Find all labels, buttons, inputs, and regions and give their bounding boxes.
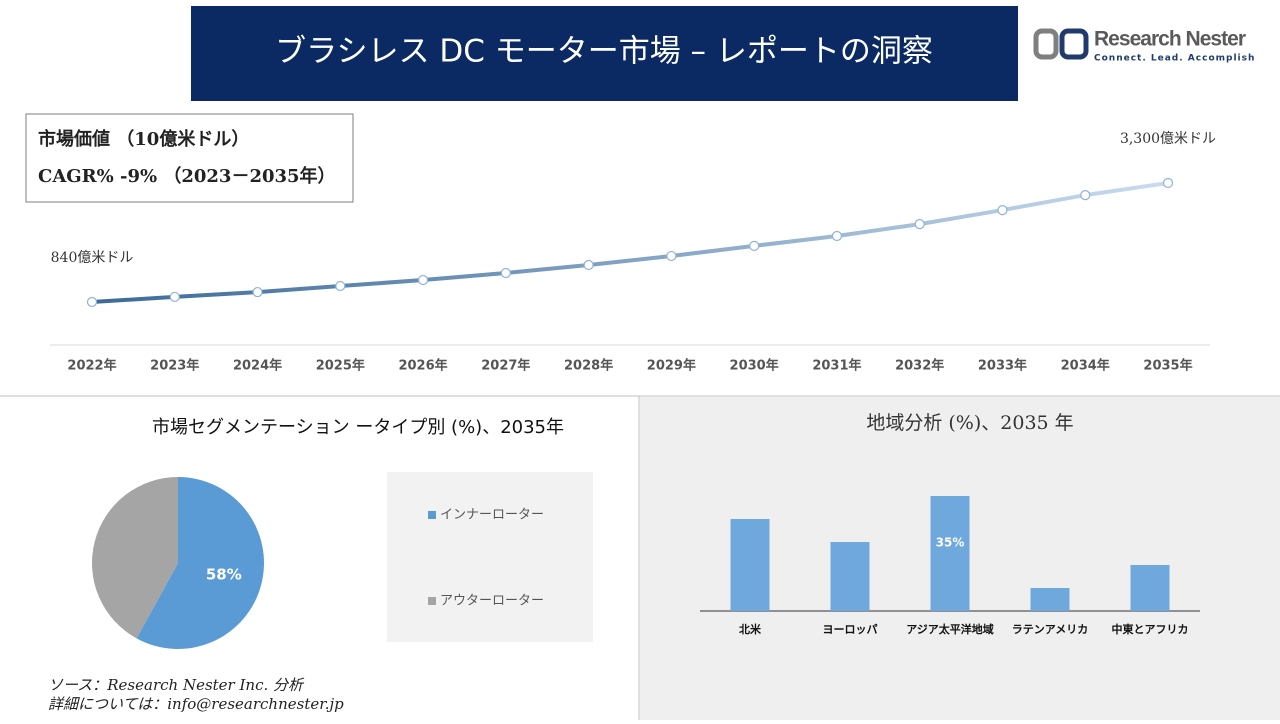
x-tick-label: 2031年 <box>812 358 861 374</box>
header-title: ブラシレス DC モーター市場 – レポートの洞察 <box>275 34 933 70</box>
trend-line <box>91 181 1169 304</box>
logo-icon <box>1059 28 1089 60</box>
pie-title: 市場セグメンテーション ータイプ別 (%)、2035年 <box>152 417 564 438</box>
market-value: 市場価値 （10億米ドル） <box>38 128 249 150</box>
x-tick-label: 北米 <box>739 622 762 636</box>
legend-swatch <box>428 597 436 605</box>
bar <box>1030 588 1070 611</box>
bar <box>930 496 970 611</box>
x-tick-label: 2026年 <box>398 358 447 374</box>
value-label: 3,300億米ドル <box>1120 131 1216 147</box>
legend-label: アウターローター <box>440 594 544 609</box>
data-point <box>335 280 346 292</box>
data-point <box>86 296 98 308</box>
x-tick-label: 2029年 <box>647 358 696 374</box>
data-point <box>500 267 511 279</box>
source: ソース：Research Nester Inc. 分析 <box>48 676 305 694</box>
logo-tagline: Connect. Lead. Accomplish <box>1094 54 1255 64</box>
value-label: 58% <box>206 565 242 583</box>
bar <box>1130 565 1170 611</box>
x-tick-label: 2024年 <box>233 358 282 374</box>
data-point <box>1162 177 1174 189</box>
x-tick-label: 2028年 <box>564 358 613 374</box>
logo-name: Research Nester <box>1094 28 1246 51</box>
header-banner <box>191 6 1018 101</box>
logo-icon <box>1033 28 1059 60</box>
x-tick-label: 2032年 <box>895 358 944 374</box>
legend-box <box>387 472 593 642</box>
bar <box>730 519 770 611</box>
x-tick-label: 2027年 <box>481 358 530 374</box>
data-point <box>252 286 263 298</box>
data-point <box>914 219 925 230</box>
data-point <box>169 291 180 303</box>
value-label: 840億米ドル <box>51 250 134 266</box>
x-tick-label: 2035年 <box>1143 358 1192 374</box>
data-point <box>997 204 1008 216</box>
contact: 詳細については：info@researchnester.jp <box>48 695 344 713</box>
pie-slice <box>136 477 264 649</box>
x-tick-label: 2030年 <box>730 358 779 374</box>
data-point <box>666 250 677 262</box>
data-point <box>1080 189 1091 201</box>
x-tick-label: 2023年 <box>150 358 199 374</box>
pie-slice <box>92 477 178 639</box>
cagr: CAGR% -9% （2023－2035年） <box>38 165 336 187</box>
value-label: 35% <box>936 536 965 550</box>
x-tick-label: 2033年 <box>978 358 1027 374</box>
bar-title: 地域分析 (%)、2035 年 <box>866 412 1073 434</box>
data-point <box>417 274 429 286</box>
x-tick-label: 2022年 <box>67 358 116 374</box>
x-tick-label: 2025年 <box>316 358 365 374</box>
data-point <box>749 240 760 251</box>
bar <box>830 542 870 611</box>
data-point <box>831 230 843 242</box>
legend-swatch <box>428 511 436 519</box>
x-tick-label: ヨーロッパ <box>823 623 878 636</box>
logo: Research Nester Connect. Lead. Accomplis… <box>1033 28 1255 64</box>
x-tick-label: 2034年 <box>1061 358 1110 374</box>
data-point <box>583 259 594 271</box>
x-tick-label: ラテンアメリカ <box>1012 623 1088 636</box>
x-tick-label: 中東とアフリカ <box>1112 622 1189 636</box>
summary-box <box>25 113 354 203</box>
legend-label: インナーローター <box>440 508 544 523</box>
x-tick-label: アジア太平洋地域 <box>906 622 994 636</box>
